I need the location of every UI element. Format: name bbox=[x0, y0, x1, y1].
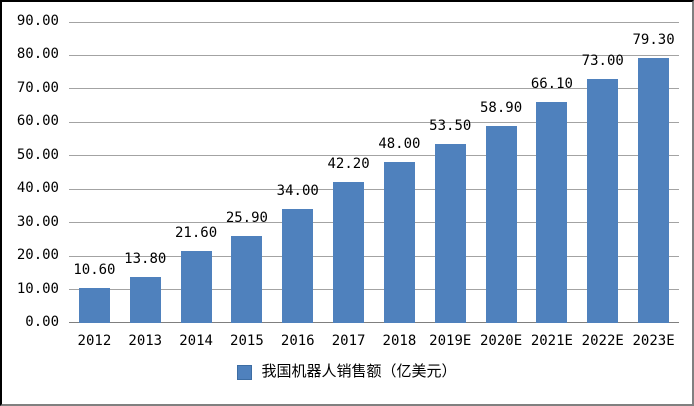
bar-value-label: 10.60 bbox=[73, 261, 116, 278]
bar-value-label: 66.10 bbox=[530, 75, 573, 92]
bar-value-label: 34.00 bbox=[276, 183, 319, 200]
gridline bbox=[69, 289, 679, 291]
bar-value-label: 73.00 bbox=[581, 52, 624, 69]
x-axis-tick-label: 2014 bbox=[179, 333, 213, 349]
bar-value-label: 79.30 bbox=[632, 31, 675, 48]
bar-value-label: 25.90 bbox=[225, 210, 268, 227]
bar-value-label: 13.80 bbox=[124, 250, 167, 267]
x-axis-tick-label: 2020E bbox=[480, 333, 523, 349]
y-axis-tick-label: 20.00 bbox=[16, 247, 59, 264]
bar bbox=[434, 144, 466, 323]
bar bbox=[180, 250, 212, 323]
y-axis-tick-label: 60.00 bbox=[16, 113, 59, 130]
bar bbox=[536, 101, 568, 323]
x-axis-line bbox=[69, 322, 679, 323]
legend-label: 我国机器人销售额（亿美元） bbox=[261, 363, 457, 380]
y-axis-tick-label: 0.00 bbox=[25, 314, 59, 330]
x-axis-tick-label: 2012 bbox=[77, 333, 112, 349]
plot-area: 10.60 13.80 21.60 25.90 34.00 42.20 48.00 53.50… bbox=[69, 21, 679, 323]
bar bbox=[129, 276, 161, 323]
legend: 我国机器人销售额（亿美元） bbox=[2, 363, 692, 381]
bar bbox=[231, 236, 263, 323]
x-axis-tick-label: 2017 bbox=[331, 333, 366, 349]
gridline bbox=[69, 54, 679, 56]
gridline bbox=[69, 188, 679, 190]
x-axis-tick-label: 2016 bbox=[280, 333, 315, 349]
x-axis-tick-label: 2019E bbox=[429, 333, 472, 349]
gridline bbox=[69, 255, 679, 257]
gridline bbox=[69, 21, 679, 23]
y-axis-tick-label: 80.00 bbox=[16, 46, 59, 63]
y-axis-tick-label: 90.00 bbox=[16, 13, 59, 29]
x-axis-tick-label: 2021E bbox=[530, 333, 573, 349]
y-axis-tick-label: 50.00 bbox=[16, 146, 59, 163]
bar bbox=[78, 287, 110, 323]
bar bbox=[587, 78, 619, 323]
gridline bbox=[69, 222, 679, 224]
x-axis-tick-label: 2015 bbox=[230, 333, 264, 349]
gridline bbox=[69, 88, 679, 90]
legend-swatch-icon bbox=[237, 364, 253, 380]
bar-value-label: 42.20 bbox=[327, 155, 370, 172]
x-axis-tick-label: 2023E bbox=[632, 333, 675, 349]
y-axis-tick-label: 40.00 bbox=[16, 180, 59, 197]
y-axis-tick-label: 10.00 bbox=[16, 280, 59, 297]
bar-value-label: 48.00 bbox=[378, 136, 421, 153]
x-axis-tick-label: 2022E bbox=[581, 333, 624, 349]
bar bbox=[383, 162, 415, 323]
gridline bbox=[69, 155, 679, 157]
bar bbox=[333, 181, 365, 323]
bar bbox=[485, 126, 517, 323]
bar-value-label: 58.90 bbox=[480, 100, 523, 116]
bar-value-label: 53.50 bbox=[429, 118, 472, 135]
y-axis-tick-label: 70.00 bbox=[16, 79, 59, 96]
x-axis-tick-label: 2013 bbox=[128, 333, 163, 349]
bar-value-label: 21.60 bbox=[175, 224, 218, 241]
gridline bbox=[69, 121, 679, 123]
bar bbox=[638, 57, 670, 323]
bar bbox=[282, 209, 314, 323]
x-axis-tick-label: 2018 bbox=[382, 333, 417, 349]
y-axis-tick-label: 30.00 bbox=[16, 213, 59, 230]
